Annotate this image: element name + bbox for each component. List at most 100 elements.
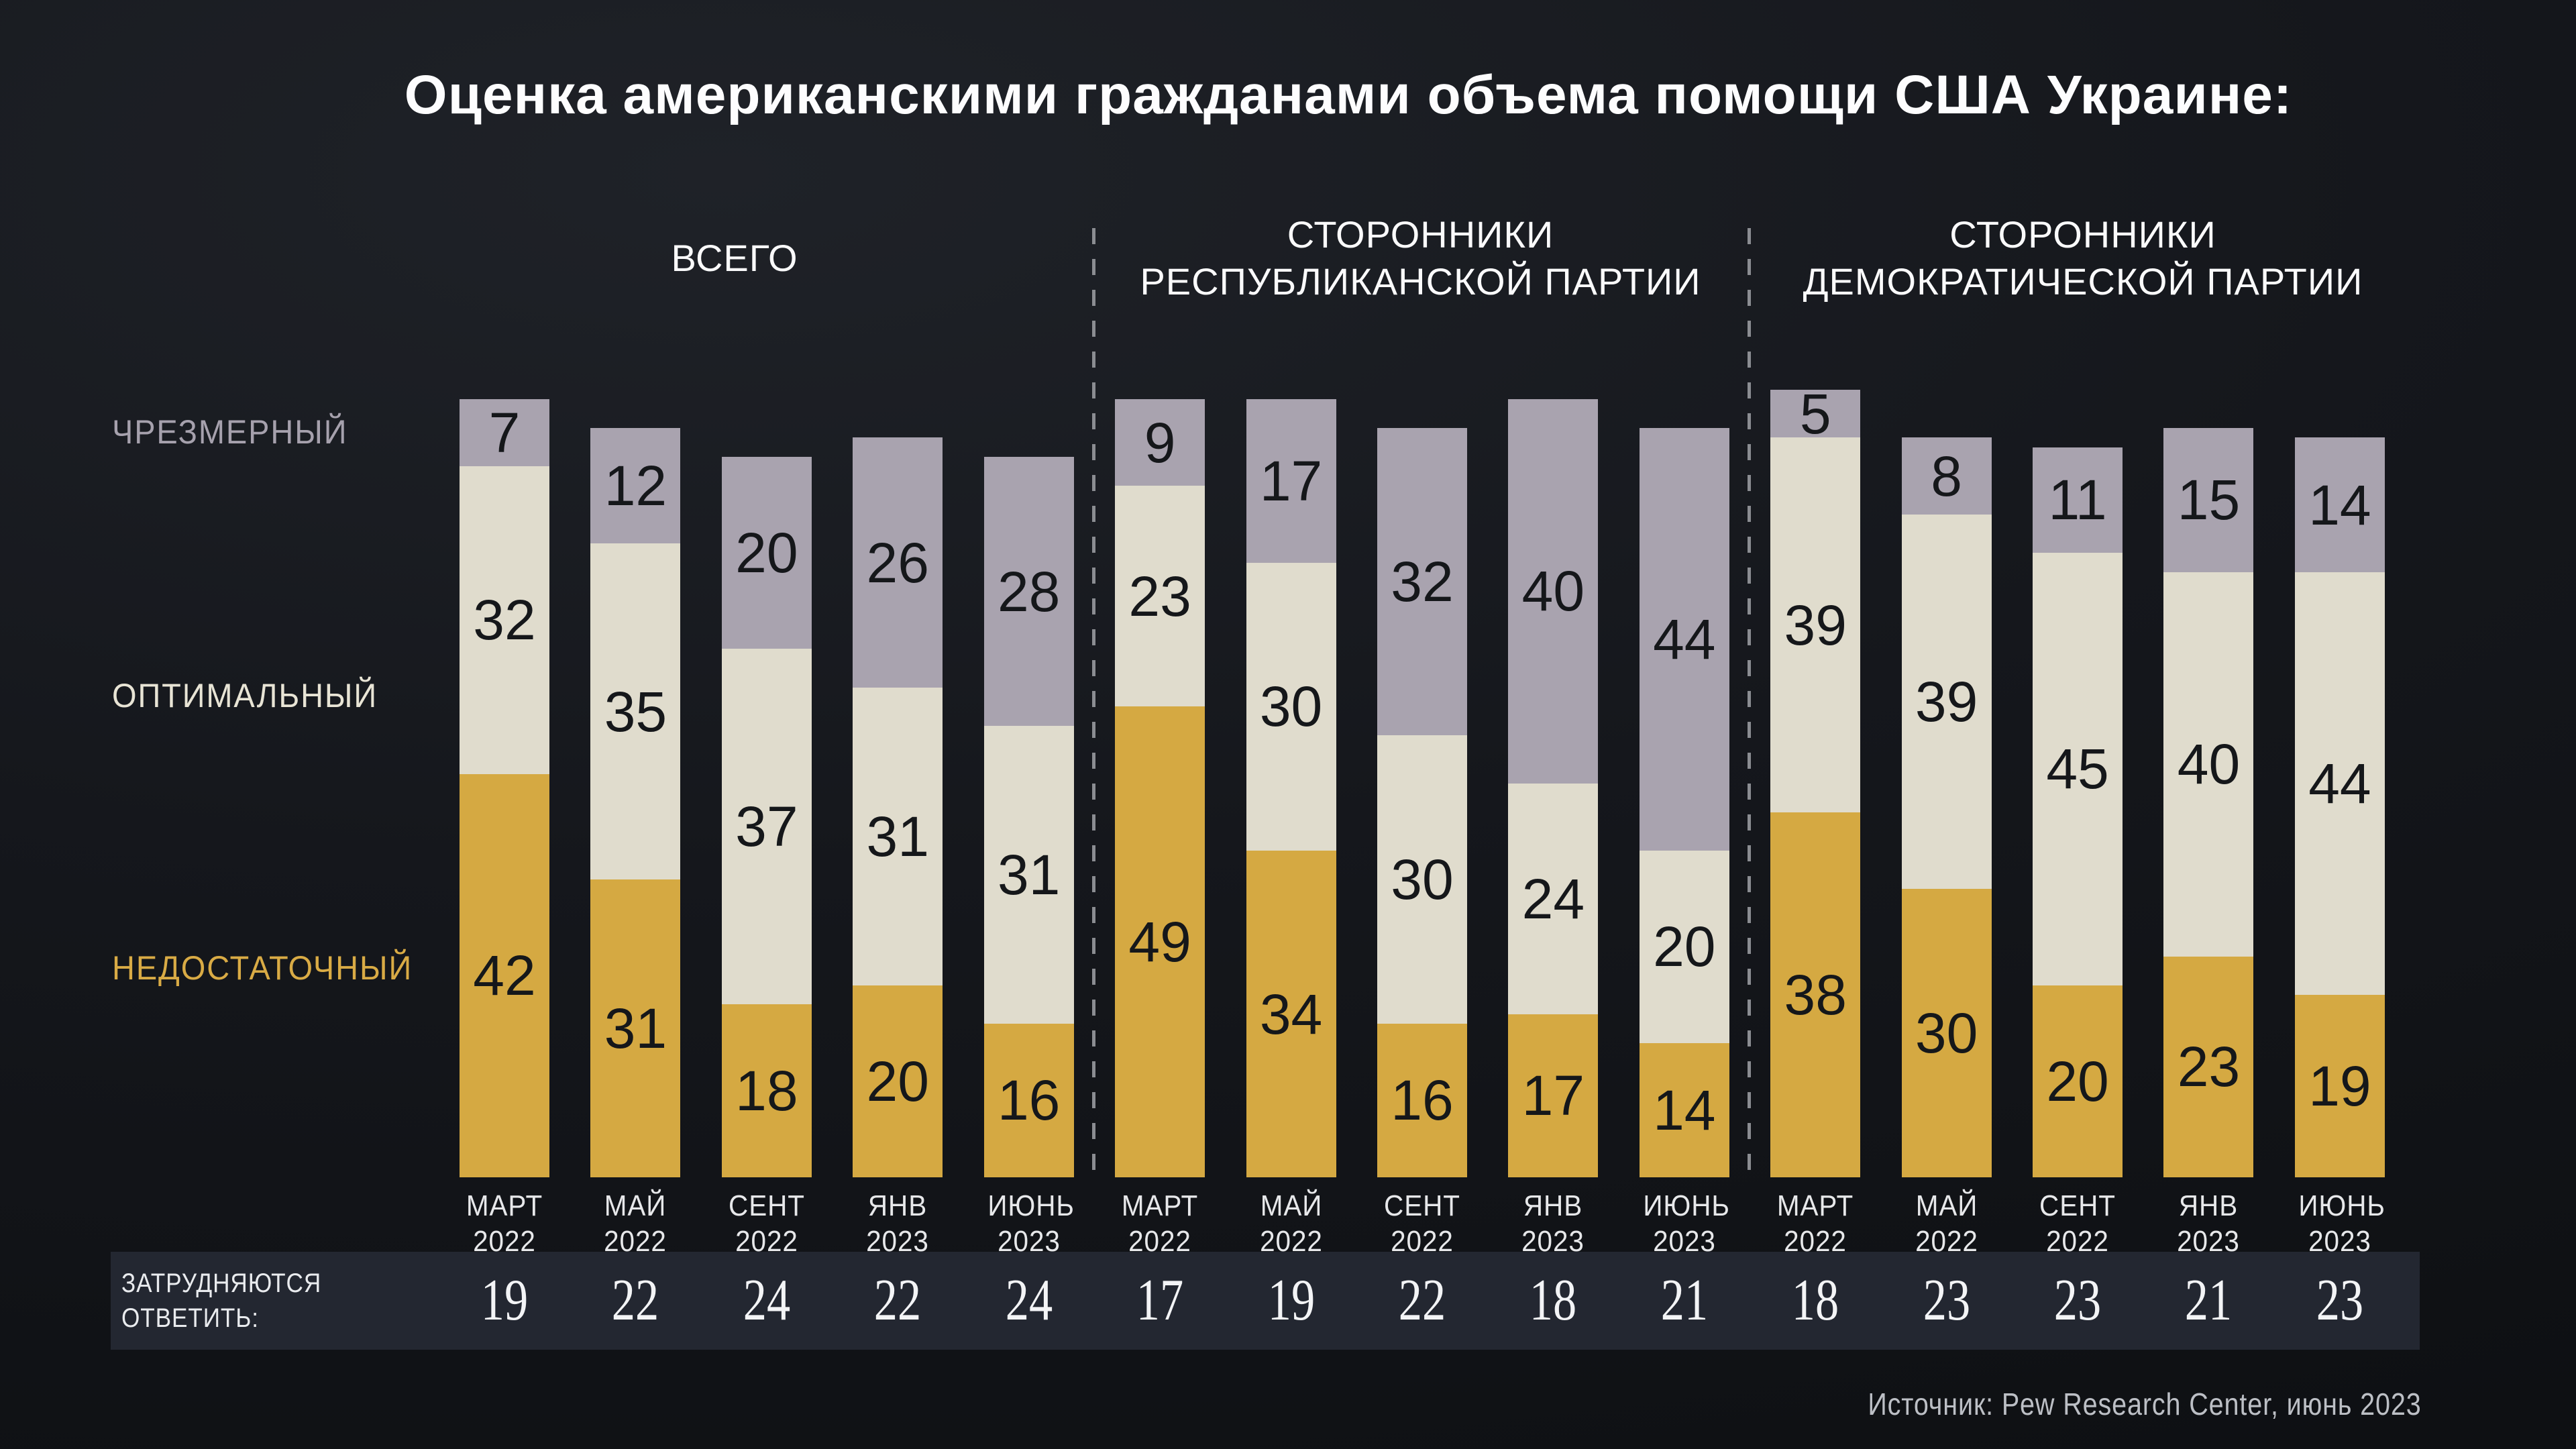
segment-value: 8 xyxy=(1931,444,1962,508)
bar-segment-optimal: 32 xyxy=(460,466,549,774)
segment-value: 32 xyxy=(1391,550,1454,614)
bar-segment-optimal: 39 xyxy=(1901,514,1992,890)
group-divider-2 xyxy=(1748,228,1751,1177)
bar-column: 40 24 17 xyxy=(1508,386,1599,1177)
dont-know-value: 24 xyxy=(1005,1268,1053,1333)
bar-column: 8 39 30 xyxy=(1901,386,1992,1177)
bar-segment-insufficient: 31 xyxy=(590,879,681,1177)
bar-segment-excessive: 14 xyxy=(2294,437,2385,572)
segment-value: 14 xyxy=(1653,1078,1716,1142)
segment-value: 5 xyxy=(1799,382,1831,445)
segment-value: 20 xyxy=(735,521,798,585)
bar-segment-optimal: 37 xyxy=(721,649,812,1005)
segment-value: 38 xyxy=(1784,963,1847,1026)
bar-column: 17 30 34 xyxy=(1246,386,1336,1177)
bar-segment-excessive: 11 xyxy=(2033,447,2123,553)
segment-value: 16 xyxy=(997,1069,1061,1132)
segment-value: 12 xyxy=(604,453,667,517)
segment-value: 32 xyxy=(473,588,536,652)
group-divider-1 xyxy=(1092,228,1095,1177)
legend-optimal: ОПТИМАЛЬНЫЙ xyxy=(112,677,378,714)
bar-segment-excessive: 20 xyxy=(721,457,812,649)
segment-value: 34 xyxy=(1259,982,1323,1046)
bar-segment-optimal: 40 xyxy=(2163,572,2254,957)
bar-column: 14 44 19 xyxy=(2294,386,2385,1177)
segment-value: 24 xyxy=(1521,867,1585,930)
segment-value: 16 xyxy=(1391,1069,1454,1132)
bar-column: 20 37 18 xyxy=(721,386,812,1177)
date-label: СЕНТ 2022 xyxy=(2039,1189,2116,1258)
segment-value: 7 xyxy=(488,401,521,465)
bar-segment-excessive: 15 xyxy=(2163,428,2254,572)
date-label: ИЮНЬ 2023 xyxy=(1643,1189,1730,1258)
segment-value: 30 xyxy=(1391,848,1454,912)
bar-segment-insufficient: 34 xyxy=(1246,851,1336,1177)
segment-value: 9 xyxy=(1144,411,1176,474)
bar-column: 5 39 38 xyxy=(1770,386,1861,1177)
bar-segment-excessive: 44 xyxy=(1639,428,1729,851)
bar-segment-excessive: 17 xyxy=(1246,399,1336,563)
segment-value: 11 xyxy=(2048,468,2107,532)
segment-value: 40 xyxy=(2177,733,2241,796)
dont-know-value: 21 xyxy=(2185,1268,2233,1333)
legend-excessive: ЧРЕЗМЕРНЫЙ xyxy=(112,413,348,451)
date-label: ИЮНЬ 2023 xyxy=(987,1189,1075,1258)
legend-insufficient: НЕДОСТАТОЧНЫЙ xyxy=(112,949,413,987)
bar-segment-optimal: 45 xyxy=(2033,553,2123,985)
segment-value: 44 xyxy=(1653,608,1716,672)
date-label: ЯНВ 2023 xyxy=(866,1189,930,1258)
dont-know-value: 18 xyxy=(1529,1268,1577,1333)
date-label: МАЙ 2022 xyxy=(1259,1189,1323,1258)
dont-know-value: 18 xyxy=(1792,1268,1839,1333)
segment-value: 26 xyxy=(866,531,929,594)
bar-segment-excessive: 12 xyxy=(590,428,681,543)
bar-segment-excessive: 8 xyxy=(1901,437,1992,515)
bar-segment-excessive: 5 xyxy=(1770,386,1861,442)
segment-value: 14 xyxy=(2308,473,2371,537)
segment-value: 20 xyxy=(2046,1049,2109,1113)
bar-column: 7 32 42 xyxy=(460,386,549,1177)
bar-column: 32 30 16 xyxy=(1377,386,1467,1177)
date-label: ИЮНЬ 2023 xyxy=(2298,1189,2385,1258)
segment-value: 31 xyxy=(604,997,667,1061)
bar-segment-insufficient: 20 xyxy=(853,985,943,1177)
segment-value: 45 xyxy=(2046,737,2109,801)
bar-segment-optimal: 35 xyxy=(590,543,681,880)
segment-value: 23 xyxy=(2177,1035,2241,1099)
date-label: СЕНТ 2022 xyxy=(728,1189,805,1258)
segment-value: 18 xyxy=(735,1059,798,1123)
dont-know-value: 22 xyxy=(874,1268,922,1333)
dont-know-value: 24 xyxy=(743,1268,791,1333)
bar-column: 26 31 20 xyxy=(853,386,943,1177)
dont-know-label: ЗАТРУДНЯЮТСЯ ОТВЕТИТЬ: xyxy=(121,1269,322,1333)
date-label: МАРТ 2022 xyxy=(466,1189,543,1258)
bar-segment-optimal: 24 xyxy=(1508,783,1599,1014)
group-header-republicans: СТОРОННИКИ РЕСПУБЛИКАНСКОЙ ПАРТИИ xyxy=(1140,213,1701,303)
bar-segment-insufficient: 49 xyxy=(1115,706,1205,1177)
date-label: ЯНВ 2023 xyxy=(1521,1189,1585,1258)
segment-value: 20 xyxy=(866,1049,929,1113)
source-credit: Источник: Pew Research Center, июнь 2023 xyxy=(1868,1387,2422,1421)
bar-segment-insufficient: 18 xyxy=(721,1004,812,1177)
page-title: Оценка американскими гражданами объема п… xyxy=(404,64,2293,125)
segment-value: 39 xyxy=(1784,593,1847,657)
dont-know-value: 19 xyxy=(480,1268,529,1333)
dont-know-band: ЗАТРУДНЯЮТСЯ ОТВЕТИТЬ: 19 22 24 22 24 17 19 22 1… xyxy=(111,1252,2420,1350)
bar-segment-optimal: 30 xyxy=(1377,735,1467,1024)
bar-segment-insufficient: 17 xyxy=(1508,1014,1599,1177)
segment-value: 20 xyxy=(1653,915,1716,979)
bar-segment-insufficient: 16 xyxy=(983,1023,1074,1177)
dont-know-value: 23 xyxy=(1923,1268,1970,1333)
dont-know-value: 23 xyxy=(2316,1268,2364,1333)
bar-segment-optimal: 44 xyxy=(2294,572,2385,995)
bar-segment-optimal: 31 xyxy=(983,725,1074,1024)
bar-segment-insufficient: 20 xyxy=(2033,985,2123,1177)
bar-column: 15 40 23 xyxy=(2163,386,2254,1177)
bar-segment-insufficient: 42 xyxy=(460,773,549,1177)
segment-value: 49 xyxy=(1128,910,1191,974)
bar-column: 44 20 14 xyxy=(1639,386,1729,1177)
segment-value: 42 xyxy=(473,944,536,1008)
dont-know-values-row: 19 22 24 22 24 17 19 22 18 21 18 23 23 21 23 xyxy=(460,1252,2385,1350)
dont-know-value: 23 xyxy=(2053,1268,2102,1333)
group-header-total: ВСЕГО xyxy=(671,237,798,279)
